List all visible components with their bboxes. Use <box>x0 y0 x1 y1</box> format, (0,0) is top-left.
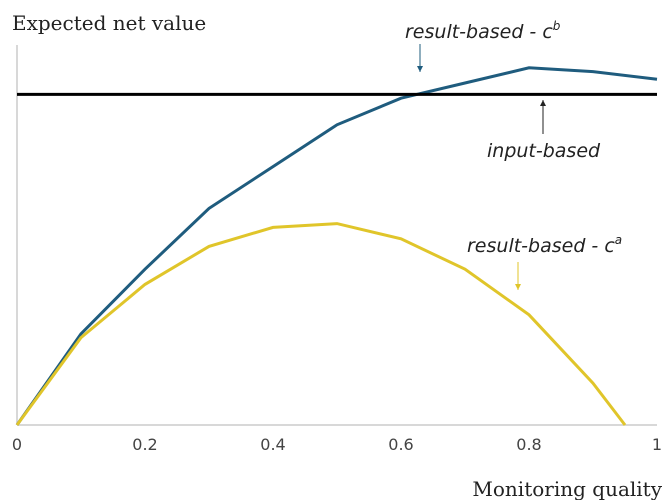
arrow-head <box>515 284 521 290</box>
x-tick-label: 0.4 <box>260 435 285 454</box>
annotation-text: result-based - c <box>405 21 553 43</box>
x-tick-label: 0.8 <box>516 435 541 454</box>
line <box>15 66 658 426</box>
annotation: input-based <box>487 140 601 162</box>
annotation: result-based - cb <box>405 19 561 43</box>
x-axis-label: Monitoring quality <box>472 477 662 500</box>
x-tick-label: 1 <box>652 435 662 454</box>
y-axis-label: Expected net value <box>12 11 206 35</box>
annotation: result-based - ca <box>467 233 622 257</box>
x-tick-label: 0.6 <box>388 435 413 454</box>
arrow-head <box>540 100 546 106</box>
line <box>15 222 627 426</box>
annotation-text: result-based - c <box>467 235 615 257</box>
arrow-head <box>417 66 423 72</box>
x-tick-label: 0.2 <box>132 435 157 454</box>
annotation-text: input-based <box>487 140 601 162</box>
annotation-sup: a <box>615 233 622 247</box>
annotation-sup: b <box>553 19 561 33</box>
x-tick-label: 0 <box>12 435 22 454</box>
